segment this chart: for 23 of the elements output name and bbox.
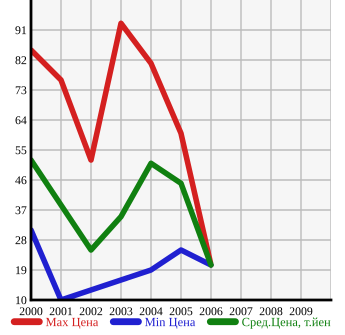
x-tick-label: 2003 bbox=[110, 307, 132, 316]
legend-label: Сред.Цена, т.йен bbox=[242, 318, 330, 329]
y-tick-label: 91 bbox=[15, 26, 26, 34]
y-tick-label: 19 bbox=[16, 266, 26, 274]
x-tick-label: 2007 bbox=[230, 307, 252, 316]
legend-label: Max Цена bbox=[46, 318, 98, 329]
x-tick-label: 2002 bbox=[80, 307, 102, 316]
y-tick-label: 82 bbox=[15, 56, 26, 64]
x-tick-label: 2000 bbox=[20, 307, 42, 316]
x-tick-label: 2006 bbox=[200, 307, 222, 316]
y-tick-label: 10 bbox=[16, 296, 26, 304]
y-tick-label: 46 bbox=[15, 176, 26, 184]
x-tick-label: 2004 bbox=[140, 307, 163, 316]
x-tick-label: 2001 bbox=[50, 307, 72, 316]
x-tick-label: 2009 bbox=[290, 307, 312, 316]
y-tick-label: 64 bbox=[16, 116, 27, 124]
y-tick-label: 28 bbox=[16, 236, 26, 244]
x-tick-label: 2008 bbox=[260, 307, 282, 316]
y-tick-label: 73 bbox=[16, 86, 26, 94]
legend-label: Min Цена bbox=[144, 318, 196, 329]
y-tick-label: 37 bbox=[16, 206, 26, 214]
y-tick-label: 55 bbox=[16, 146, 26, 154]
x-tick-label: 2005 bbox=[170, 307, 192, 316]
